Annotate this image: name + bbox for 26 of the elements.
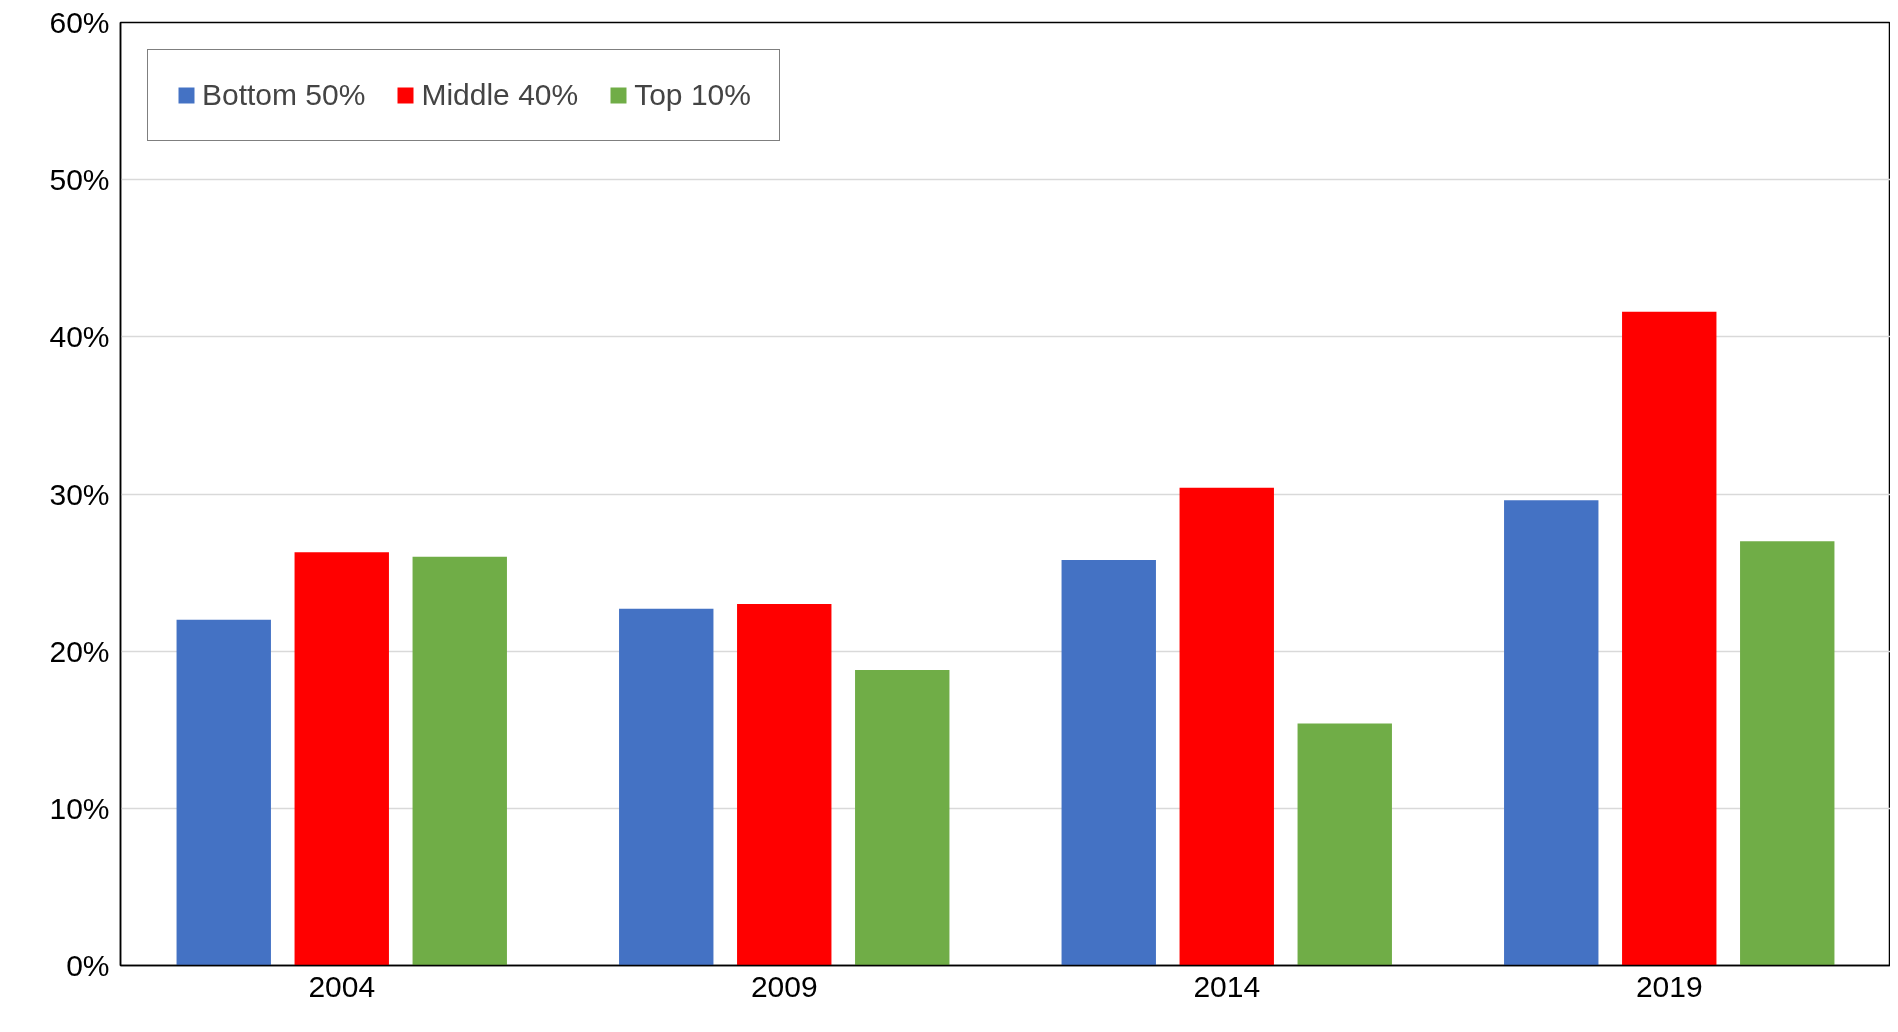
bar bbox=[1740, 541, 1835, 966]
x-tick-label: 2019 bbox=[1635, 969, 1703, 1003]
bar bbox=[412, 556, 507, 966]
y-tick-label: 10% bbox=[49, 791, 110, 825]
bar bbox=[737, 604, 832, 966]
y-tick-label: 60% bbox=[49, 6, 110, 39]
bar bbox=[176, 619, 271, 966]
x-tick-label: 2014 bbox=[1193, 969, 1261, 1003]
bar bbox=[1504, 500, 1599, 966]
x-tick-label: 2004 bbox=[308, 969, 376, 1003]
y-tick-label: 0% bbox=[66, 949, 110, 982]
bar bbox=[1622, 311, 1717, 966]
bar bbox=[1179, 487, 1274, 966]
y-tick-label: 40% bbox=[49, 320, 110, 354]
legend-label: Bottom 50% bbox=[202, 78, 366, 112]
legend-label: Top 10% bbox=[634, 78, 751, 112]
y-tick-label: 50% bbox=[49, 163, 110, 197]
bar bbox=[619, 608, 714, 966]
bar bbox=[1297, 723, 1392, 966]
legend-label: Middle 40% bbox=[421, 78, 579, 112]
x-tick-label: 2009 bbox=[750, 969, 818, 1003]
bar bbox=[294, 552, 389, 966]
bar bbox=[1061, 560, 1156, 966]
y-tick-label: 30% bbox=[49, 477, 110, 511]
y-tick-label: 20% bbox=[49, 634, 110, 668]
bar bbox=[855, 670, 950, 966]
